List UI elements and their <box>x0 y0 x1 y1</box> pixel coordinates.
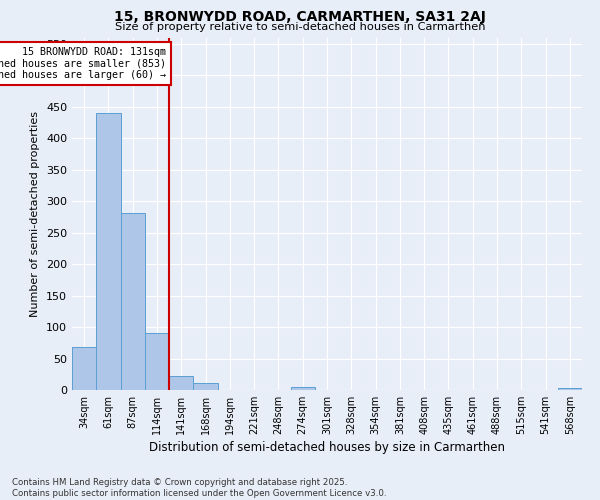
Bar <box>290 388 315 390</box>
Bar <box>145 332 169 390</box>
Bar <box>558 388 582 390</box>
Text: Contains HM Land Registry data © Crown copyright and database right 2025.
Contai: Contains HM Land Registry data © Crown c… <box>12 478 386 498</box>
Y-axis label: Number of semi-detached properties: Number of semi-detached properties <box>31 111 40 317</box>
Text: 15, BRONWYDD ROAD, CARMARTHEN, SA31 2AJ: 15, BRONWYDD ROAD, CARMARTHEN, SA31 2AJ <box>114 10 486 24</box>
Bar <box>169 376 193 390</box>
Text: Size of property relative to semi-detached houses in Carmarthen: Size of property relative to semi-detach… <box>115 22 485 32</box>
X-axis label: Distribution of semi-detached houses by size in Carmarthen: Distribution of semi-detached houses by … <box>149 441 505 454</box>
Bar <box>121 213 145 390</box>
Bar <box>72 346 96 390</box>
Text: 15 BRONWYDD ROAD: 131sqm
← 93% of semi-detached houses are smaller (853)
   7% o: 15 BRONWYDD ROAD: 131sqm ← 93% of semi-d… <box>0 47 166 80</box>
Bar <box>193 383 218 390</box>
Bar <box>96 113 121 390</box>
